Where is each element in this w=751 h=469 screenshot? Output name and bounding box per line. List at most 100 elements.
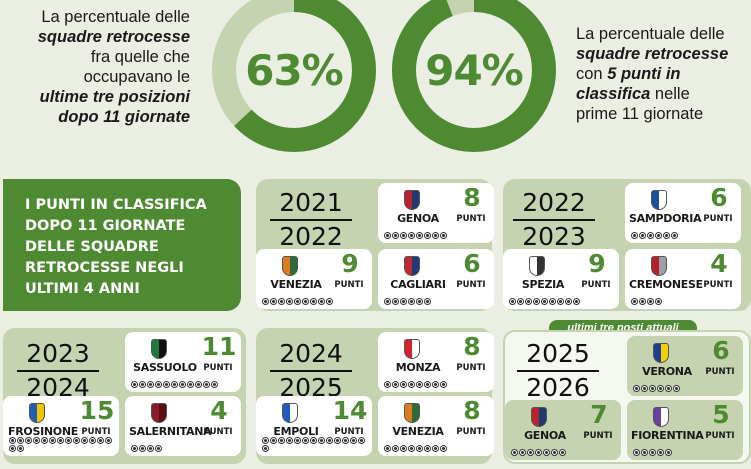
team-crest-icon (282, 403, 298, 423)
ball-icon (81, 437, 88, 444)
ball-icon (310, 437, 317, 444)
ball-icon (647, 232, 654, 239)
ball-icon (310, 298, 317, 305)
ball-icon (408, 232, 415, 239)
team-crest-icon (651, 256, 667, 276)
points-balls (509, 298, 617, 305)
ball-icon (657, 385, 664, 392)
team-card-venezia: VENEZIA 8 PUNTI (378, 396, 494, 456)
ball-icon (392, 232, 399, 239)
team-name: MONZA (395, 361, 441, 374)
caption-line: squadre retrocesse (576, 45, 729, 63)
ball-icon (97, 437, 104, 444)
ball-icon (416, 232, 423, 239)
ball-icon (408, 298, 415, 305)
ball-icon (262, 445, 269, 452)
points-label: PUNTI (456, 280, 486, 290)
caption-line: dopo 11 giornate (58, 108, 190, 126)
team-card-cagliari: CAGLIARI 6 PUNTI (378, 249, 494, 309)
team-crest-icon (653, 407, 669, 427)
section-title: I PUNTI IN CLASSIFICA DOPO 11 GIORNATE D… (3, 179, 241, 311)
season-years: 2021 2022 (270, 187, 352, 253)
team-name: CREMONESE (629, 278, 703, 291)
points-balls (633, 449, 741, 456)
team-crest-icon (653, 343, 669, 363)
ball-icon (65, 437, 72, 444)
ball-icon (139, 381, 146, 388)
points-label: PUNTI (705, 367, 735, 377)
team-name: GENOA (524, 429, 566, 442)
ball-icon (533, 298, 540, 305)
team-crest-icon (404, 339, 420, 359)
ball-icon (440, 381, 447, 388)
team-name: VENEZIA (392, 425, 444, 438)
team-name: VENEZIA (270, 278, 322, 291)
ball-icon (73, 437, 80, 444)
ball-icon (655, 298, 662, 305)
team-points: 8 (463, 396, 481, 425)
caption-line: ultime tre posizioni (39, 88, 190, 106)
points-balls (384, 298, 492, 305)
ball-icon (286, 437, 293, 444)
ball-icon (440, 232, 447, 239)
ball-icon (541, 298, 548, 305)
season-end-year: 2023 (522, 222, 586, 251)
donut-percent-1: 63% (245, 45, 344, 95)
season-panel-2023-2024: 2023 2024 SASSUOLO 11 PUNTI FROSINONE 15 PUNTI S… (3, 328, 246, 464)
ball-icon (294, 437, 301, 444)
season-end-year: 2026 (526, 373, 590, 402)
ball-icon (318, 437, 325, 444)
title-line: I PUNTI IN CLASSIFICA (25, 197, 207, 213)
points-balls (131, 381, 239, 388)
season-panel-2024-2025: 2024 2025 MONZA 8 PUNTI EMPOLI 14 PUNTI VENEZIA 8… (256, 328, 494, 464)
team-name: SASSUOLO (133, 361, 197, 374)
team-card-sampdoria: SAMPDORIA 6 PUNTI (625, 183, 741, 243)
ball-icon (519, 449, 526, 456)
points-balls (384, 232, 492, 239)
team-card-monza: MONZA 8 PUNTI (378, 332, 494, 392)
ball-icon (211, 381, 218, 388)
team-points: 7 (590, 400, 608, 429)
team-crest-icon (282, 256, 298, 276)
ball-icon (631, 298, 638, 305)
ball-icon (657, 449, 664, 456)
ball-icon (400, 298, 407, 305)
team-points: 5 (712, 400, 730, 429)
team-name: SALERNITANA (129, 425, 212, 438)
season-years: 2025 2026 (517, 338, 599, 404)
ball-icon (326, 298, 333, 305)
season-panel-2025-2026: 2025 2026 VERONA 6 PUNTI GENOA 7 PUNTI FIORENTIN… (503, 330, 751, 464)
team-card-frosinone: FROSINONE 15 PUNTI (3, 396, 119, 456)
caption-line: La percentuale delle (41, 8, 190, 26)
team-card-fiorentina: FIORENTINA 5 PUNTI (627, 400, 743, 460)
ball-icon (318, 298, 325, 305)
ball-icon (392, 298, 399, 305)
ball-icon (17, 445, 24, 452)
title-line: ULTIMI 4 ANNI (25, 281, 140, 297)
ball-icon (649, 385, 656, 392)
ball-icon (551, 449, 558, 456)
season-start-year: 2022 (513, 187, 595, 221)
ball-icon (147, 381, 154, 388)
ball-icon (17, 437, 24, 444)
ball-icon (384, 445, 391, 452)
ball-icon (147, 445, 154, 452)
ball-icon (350, 437, 357, 444)
team-crest-icon (151, 403, 167, 423)
points-label: PUNTI (81, 427, 111, 437)
ball-icon (432, 445, 439, 452)
team-points: 8 (463, 332, 481, 361)
team-points: 15 (79, 396, 115, 425)
ball-icon (302, 298, 309, 305)
ball-icon (663, 232, 670, 239)
season-start-year: 2021 (270, 187, 352, 221)
ball-icon (424, 232, 431, 239)
team-card-genoa: GENOA 8 PUNTI (378, 183, 494, 243)
team-crest-icon (529, 256, 545, 276)
ball-icon (187, 381, 194, 388)
points-label: PUNTI (456, 427, 486, 437)
team-name: VERONA (642, 365, 692, 378)
ball-icon (326, 437, 333, 444)
ball-icon (334, 437, 341, 444)
points-label: PUNTI (583, 431, 613, 441)
